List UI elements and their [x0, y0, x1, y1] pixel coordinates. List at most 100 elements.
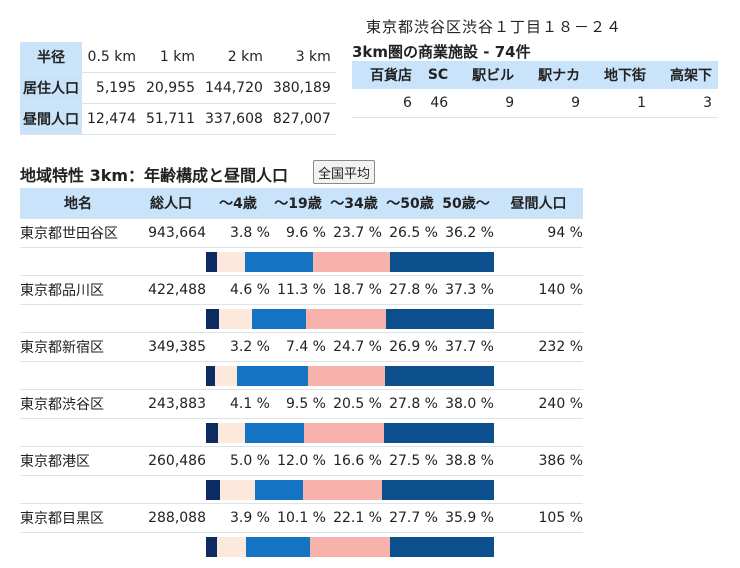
region-section-title: 地域特性 3km：年齢構成と昼間人口: [20, 166, 289, 185]
total-population: 422,488: [136, 275, 206, 305]
total-population: 288,088: [136, 503, 206, 533]
age-bar-segment: [236, 365, 308, 386]
age-5-19-percent: 9.5 %: [270, 389, 326, 419]
facility-count: 3: [652, 89, 718, 118]
row-label: 昼間人口: [20, 103, 82, 135]
population-value: 51,711: [141, 103, 200, 135]
age-bar-segment: [206, 479, 221, 500]
radius-value: 3 km: [267, 42, 336, 73]
age-bar-segment: [206, 536, 218, 557]
facility-type-header: 地下街: [586, 61, 653, 89]
age-bar-segment: [251, 308, 306, 329]
column-header: ～50歳: [382, 188, 438, 219]
column-header: ～4歳: [206, 188, 270, 219]
total-population: 349,385: [136, 332, 206, 362]
age-bar-row: [20, 304, 583, 333]
age-5-19-percent: 12.0 %: [270, 446, 326, 476]
age-bar-segment: [313, 251, 390, 272]
age-composition-bar: [206, 251, 494, 272]
column-header: 地名: [20, 188, 136, 219]
age-50-plus-percent: 38.0 %: [438, 389, 494, 419]
total-population: 243,883: [136, 389, 206, 419]
age-bar-segment: [220, 479, 255, 500]
age-bar-cell: [20, 418, 583, 447]
region-row: 東京都港区 260,486 5.0 % 12.0 % 16.6 % 27.5 % 38.8 …: [20, 446, 583, 476]
age-5-19-percent: 10.1 %: [270, 503, 326, 533]
commercial-facilities-table: 百貨店 SC 駅ビル 駅ナカ 地下街 高架下 6 46 9 9 1 3: [352, 61, 718, 118]
age-bar-cell: [20, 247, 583, 276]
age-bar-segment: [305, 308, 387, 329]
daytime-population-ratio: 140 %: [494, 275, 583, 305]
daytime-population-ratio: 232 %: [494, 332, 583, 362]
age-0-4-percent: 3.2 %: [206, 332, 270, 362]
age-bar-segment: [244, 251, 314, 272]
age-bar-segment: [219, 308, 252, 329]
age-bar-segment: [245, 422, 305, 443]
column-header: ～19歳: [270, 188, 326, 219]
radius-header-label: 半径: [20, 42, 82, 73]
age-composition-bar: [206, 365, 494, 386]
age-20-34-percent: 23.7 %: [326, 218, 382, 248]
age-bar-segment: [310, 536, 391, 557]
daytime-population-ratio: 105 %: [494, 503, 583, 533]
radius-population-table: 半径 0.5 km 1 km 2 km 3 km 居住人口 5,195 20,9…: [20, 42, 336, 135]
age-20-34-percent: 20.5 %: [326, 389, 382, 419]
population-value: 380,189: [267, 72, 336, 104]
region-row: 東京都新宿区 349,385 3.2 % 7.4 % 24.7 % 26.9 % 37.7 …: [20, 332, 583, 362]
daytime-population-ratio: 240 %: [494, 389, 583, 419]
facility-count: 6: [352, 89, 418, 118]
age-bar-segment: [304, 422, 385, 443]
age-bar-segment: [255, 479, 303, 500]
total-population: 943,664: [136, 218, 206, 248]
national-average-button[interactable]: 全国平均: [313, 160, 376, 184]
facility-count: 1: [586, 89, 653, 118]
commercial-facilities-title: 3km圏の商業施設 - 74件: [352, 43, 531, 61]
age-composition-bar: [206, 422, 494, 443]
column-header: ～34歳: [326, 188, 382, 219]
population-value: 5,195: [82, 72, 141, 104]
region-name: 東京都目黒区: [20, 503, 136, 533]
age-50-plus-percent: 36.2 %: [438, 218, 494, 248]
radius-header-row: 半径 0.5 km 1 km 2 km 3 km: [20, 42, 336, 73]
population-value: 20,955: [141, 72, 200, 104]
age-composition-bar: [206, 308, 494, 329]
age-bar-segment: [389, 251, 494, 272]
age-bar-row: [20, 532, 583, 560]
region-table-body: 東京都世田谷区 943,664 3.8 % 9.6 % 23.7 % 26.5 % 36.2…: [20, 218, 583, 560]
region-row: 東京都目黒区 288,088 3.9 % 10.1 % 22.1 % 27.7 % 35.9…: [20, 503, 583, 533]
population-value: 827,007: [267, 103, 336, 135]
age-5-19-percent: 11.3 %: [270, 275, 326, 305]
age-35-50-percent: 26.5 %: [382, 218, 438, 248]
total-population: 260,486: [136, 446, 206, 476]
region-name: 東京都新宿区: [20, 332, 136, 362]
daytime-population-ratio: 94 %: [494, 218, 583, 248]
region-row: 東京都渋谷区 243,883 4.1 % 9.5 % 20.5 % 27.8 % 38.0 …: [20, 389, 583, 419]
age-bar-cell: [20, 304, 583, 333]
age-0-4-percent: 3.9 %: [206, 503, 270, 533]
age-bar-segment: [215, 365, 237, 386]
age-0-4-percent: 5.0 %: [206, 446, 270, 476]
age-bar-segment: [382, 479, 494, 500]
facility-count: 9: [520, 89, 587, 118]
column-header: 昼間人口: [494, 188, 583, 219]
age-bar-segment: [206, 365, 216, 386]
region-name: 東京都渋谷区: [20, 389, 136, 419]
age-35-50-percent: 27.8 %: [382, 389, 438, 419]
row-label: 居住人口: [20, 72, 82, 104]
age-35-50-percent: 27.7 %: [382, 503, 438, 533]
age-5-19-percent: 7.4 %: [270, 332, 326, 362]
age-20-34-percent: 24.7 %: [326, 332, 382, 362]
age-bar-row: [20, 418, 583, 447]
age-20-34-percent: 18.7 %: [326, 275, 382, 305]
age-35-50-percent: 26.9 %: [382, 332, 438, 362]
region-row: 東京都世田谷区 943,664 3.8 % 9.6 % 23.7 % 26.5 % 36.2…: [20, 218, 583, 248]
radius-value: 2 km: [200, 42, 268, 73]
facility-type-header: 駅ナカ: [520, 61, 587, 89]
address-label: 東京都渋谷区渋谷１丁目１８－２４: [366, 18, 623, 36]
age-bar-segment: [246, 536, 311, 557]
facility-type-header: 駅ビル: [454, 61, 521, 89]
region-row: 東京都品川区 422,488 4.6 % 11.3 % 18.7 % 27.8 % 37.3…: [20, 275, 583, 305]
region-name: 東京都港区: [20, 446, 136, 476]
age-50-plus-percent: 37.7 %: [438, 332, 494, 362]
radius-value: 0.5 km: [82, 42, 141, 73]
